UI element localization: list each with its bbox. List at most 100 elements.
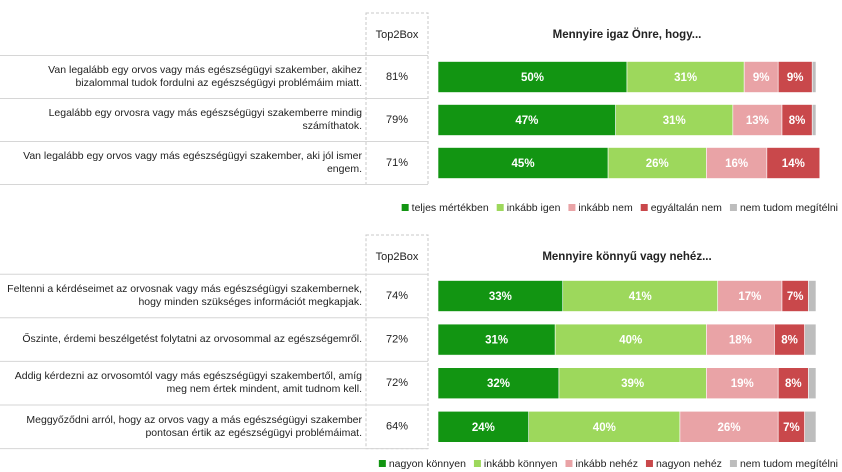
bar-segment <box>706 323 775 356</box>
bar-value-label: 8% <box>785 378 802 390</box>
bar-segment <box>437 61 628 93</box>
bar-value-label: 31% <box>485 335 508 347</box>
legend-label: inkább könnyen <box>484 458 558 470</box>
legend-label: nagyon nehéz <box>656 458 722 470</box>
bar-value-label: 9% <box>753 72 770 84</box>
bar-value-label: 13% <box>746 115 769 127</box>
top2box-value: 74% <box>386 290 408 302</box>
legend-swatch <box>378 460 386 467</box>
top2box-value: 71% <box>386 157 408 169</box>
bar-value-label: 45% <box>512 158 535 170</box>
row-label: Addig kérdezni az orvosomtól vagy más eg… <box>14 370 362 396</box>
bar-segment <box>777 410 805 443</box>
bar-segment <box>558 367 707 400</box>
legend-label: teljes mértékben <box>412 202 489 214</box>
bar-segment <box>743 61 779 93</box>
row-label: Meggyőződni arról, hogy az orvos vagy a … <box>26 413 362 439</box>
row-label-box: Őszinte, érdemi beszélgetést folytatni a… <box>22 333 362 346</box>
bar-segment <box>437 367 560 400</box>
row-label: Legalább egy orvosra vagy más egészségüg… <box>48 107 362 132</box>
top2box-value: 81% <box>386 71 408 83</box>
row-label: Van legalább egy orvos vagy más egészség… <box>23 150 362 175</box>
bar-segment <box>615 104 734 136</box>
bar-value-label: 41% <box>629 291 652 303</box>
bar-segment <box>804 410 817 443</box>
top2box-value: 72% <box>386 377 408 389</box>
bar-segment <box>717 280 783 312</box>
bar-segment <box>607 147 707 179</box>
row-label-box: Van legalább egy orvos vagy más egészség… <box>23 150 362 175</box>
bar-segment <box>808 280 817 312</box>
legend-label: egyáltalán nem <box>651 202 722 214</box>
legend: nagyon könnyen inkább könnyen inkább nehéz… <box>378 458 838 470</box>
bar-segment <box>804 323 817 356</box>
bar-value-label: 18% <box>729 335 752 347</box>
row-label-box: Van legalább egy orvos vagy más egészség… <box>48 64 362 89</box>
bar-value-label: 50% <box>521 72 544 84</box>
legend-swatch <box>496 204 504 211</box>
bar-value-label: 40% <box>593 422 616 434</box>
chart-title: Mennyire igaz Önre, hogy... <box>553 28 702 41</box>
legend-label: inkább igen <box>507 202 561 214</box>
top2box-value: 64% <box>386 421 408 433</box>
bar-segment <box>437 280 564 312</box>
bar-value-label: 8% <box>789 115 806 127</box>
row-label-box: Addig kérdezni az orvosomtól vagy más eg… <box>14 370 362 396</box>
legend-swatch <box>729 204 737 211</box>
bar-value-label: 24% <box>472 422 495 434</box>
legend-swatch <box>645 460 653 467</box>
legend-label: nem tudom megítélni <box>740 458 838 470</box>
bar-segment <box>437 410 530 443</box>
bar-segment <box>781 280 809 312</box>
bar-segment <box>554 323 707 356</box>
bar-value-label: 26% <box>646 158 669 170</box>
bar-value-label: 16% <box>725 158 748 170</box>
bar-value-label: 7% <box>787 291 804 303</box>
bar-segment <box>437 147 609 179</box>
column-header: Top2Box <box>376 251 419 263</box>
bar-value-label: 32% <box>487 378 510 390</box>
bar-segment <box>562 280 719 312</box>
row-label: Őszinte, érdemi beszélgetést folytatni a… <box>22 333 362 346</box>
bar-value-label: 8% <box>781 335 798 347</box>
row-label-box: Legalább egy orvosra vagy más egészségüg… <box>48 107 362 132</box>
bar-value-label: 19% <box>731 378 754 390</box>
legend-swatch <box>640 204 648 211</box>
bar-value-label: 33% <box>489 291 512 303</box>
row-label-box: Meggyőződni arról, hogy az orvos vagy a … <box>26 413 362 439</box>
bar-segment <box>811 61 817 93</box>
legend-swatch <box>473 460 481 467</box>
bar-value-label: 9% <box>787 72 804 84</box>
legend-swatch <box>729 460 737 467</box>
bar-segment <box>774 323 805 356</box>
legend: teljes mértékben inkább igen inkább nem egy… <box>401 202 838 214</box>
bar-value-label: 40% <box>619 335 642 347</box>
bar-segment <box>437 104 616 136</box>
row-label: Van legalább egy orvos vagy más egészség… <box>48 64 362 89</box>
bar-segment <box>766 147 821 179</box>
bar-value-label: 26% <box>718 422 741 434</box>
bar-segment <box>706 147 768 179</box>
bar-value-label: 7% <box>783 422 800 434</box>
legend-label: inkább nem <box>578 202 633 214</box>
bar-value-label: 47% <box>515 115 538 127</box>
legend-label: nem tudom megítélni <box>740 202 838 214</box>
bar-segment <box>732 104 783 136</box>
row-label-box: Feltenni a kérdéseimet az orvosnak vagy … <box>7 282 362 308</box>
bar-value-label: 17% <box>738 291 761 303</box>
chart-title: Mennyire könnyű vagy nehéz... <box>542 251 711 263</box>
row-label: Feltenni a kérdéseimet az orvosnak vagy … <box>7 282 362 308</box>
legend-swatch <box>401 204 409 211</box>
bar-value-label: 31% <box>674 72 697 84</box>
legend-label: nagyon könnyen <box>389 458 466 470</box>
legend-swatch <box>565 460 573 467</box>
bar-segment <box>777 367 809 400</box>
bar-value-label: 14% <box>782 158 805 170</box>
top2box-value: 72% <box>386 334 408 346</box>
legend-swatch <box>568 204 576 211</box>
bar-value-label: 39% <box>621 378 644 390</box>
column-header: Top2Box <box>376 29 419 41</box>
bar-segment <box>626 61 745 93</box>
legend-label: inkább nehéz <box>575 458 637 470</box>
